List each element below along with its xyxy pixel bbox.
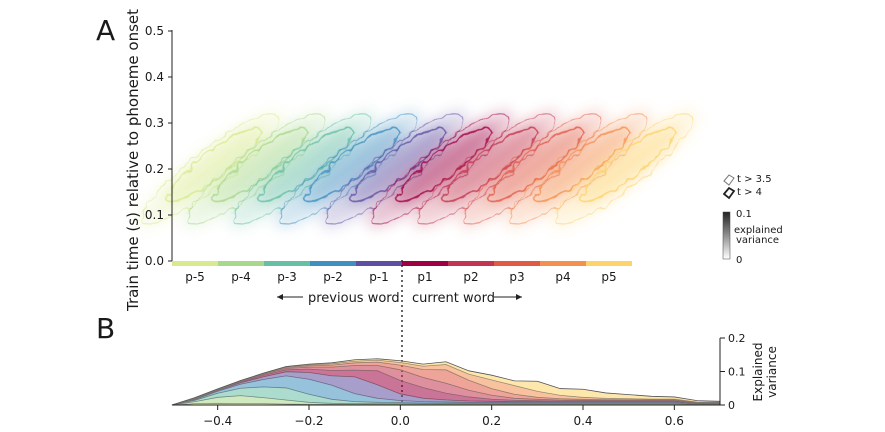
panel-a-y-tick-label: 0.1 xyxy=(145,208,164,222)
panel-b-y-tick-label: 0.2 xyxy=(728,332,746,345)
category-swatch-p4 xyxy=(540,261,586,266)
colorbar-gradient xyxy=(722,211,731,260)
panel-b-y-ticks: 0 0.1 0.2 xyxy=(720,332,746,412)
current-word-arrowhead xyxy=(516,294,522,300)
category-swatch-p5 xyxy=(586,261,632,266)
stacked-areas xyxy=(171,358,721,406)
band-core-p1 xyxy=(395,125,495,205)
panel-b-ylabel-1: Explained xyxy=(751,343,765,402)
heatmap-blobs xyxy=(136,110,698,228)
panel-a-label: A xyxy=(96,14,115,47)
band-core-p-4 xyxy=(211,125,311,205)
category-swatch-p1 xyxy=(402,261,448,266)
category-swatch-p-1 xyxy=(356,261,402,266)
area-p5 xyxy=(172,358,720,405)
area-p-3 xyxy=(172,386,720,405)
band-core-p-3 xyxy=(257,125,357,205)
category-swatch-p-3 xyxy=(264,261,310,266)
category-label-p1: p1 xyxy=(417,270,432,284)
legend-thick-swatch xyxy=(722,186,736,200)
heatmap-band-p5 xyxy=(550,110,698,228)
current-word-label: current word xyxy=(412,291,495,306)
panel-a-ylabel: Train time (s) relative to phoneme onset xyxy=(124,9,142,312)
band-core-p5 xyxy=(579,125,679,205)
panel-b: B −0.4 −0.2 0.0 0.2 0.4 0.6 0 0.1 0.2 Explained… xyxy=(96,312,779,428)
colorbar-label-1: explained xyxy=(734,225,783,236)
panel-b-ylabel-2: variance xyxy=(765,346,779,398)
category-label-p5: p5 xyxy=(601,270,616,284)
category-label-p-1: p-1 xyxy=(369,270,389,284)
heatmap-band-p-2 xyxy=(274,110,422,228)
panel-b-x-tick-label: −0.2 xyxy=(294,414,323,428)
legend-thin-label: t > 3.5 xyxy=(737,174,772,185)
category-bar: p-5 p-4 p-3 p-2 p-1 p1 p2 p3 p4 p5 xyxy=(172,261,632,284)
area-p4 xyxy=(172,360,720,405)
category-swatch-p-5 xyxy=(172,261,218,266)
panel-a-y-tick-label: 0.2 xyxy=(145,162,164,176)
panel-a: A 0.0 0.1 0.2 0.3 0.4 0.5 Train time (s) rela… xyxy=(96,9,783,405)
panel-b-x-tick-label: −0.4 xyxy=(203,414,232,428)
category-label-p-2: p-2 xyxy=(323,270,343,284)
panel-b-x-ticks: −0.4 −0.2 0.0 0.2 0.4 0.6 xyxy=(203,405,684,428)
panel-a-y-tick-label: 0.3 xyxy=(145,116,164,130)
band-core-p-1 xyxy=(349,125,449,205)
panel-a-y-tick-label: 0.5 xyxy=(145,24,164,38)
panel-b-y-tick-label: 0.1 xyxy=(728,366,746,379)
colorbar-label-2: variance xyxy=(736,235,779,246)
category-label-p-3: p-3 xyxy=(277,270,297,284)
area-p2 xyxy=(172,365,720,405)
band-core-p2 xyxy=(441,125,541,205)
band-core-p-2 xyxy=(303,125,403,205)
category-label-p4: p4 xyxy=(555,270,570,284)
legend-thin-swatch xyxy=(723,174,735,186)
category-swatch-p2 xyxy=(448,261,494,266)
category-label-p2: p2 xyxy=(463,270,478,284)
colorbar: 0.1 0 explained variance xyxy=(722,209,783,266)
band-core-p4 xyxy=(533,125,633,205)
area-p-2 xyxy=(172,375,720,405)
panel-b-x-tick-label: 0.4 xyxy=(573,414,592,428)
panel-a-y-tick-label: 0.0 xyxy=(145,254,164,268)
contour-legend: t > 3.5 t > 4 xyxy=(722,174,772,200)
panel-b-x-tick-label: 0.2 xyxy=(482,414,501,428)
previous-word-label: previous word xyxy=(308,291,400,306)
band-core-p3 xyxy=(487,125,587,205)
panel-b-x-tick-label: 0.6 xyxy=(665,414,684,428)
colorbar-min: 0 xyxy=(736,255,742,266)
area-p3 xyxy=(172,362,720,405)
panel-a-y-ticks: 0.0 0.1 0.2 0.3 0.4 0.5 xyxy=(145,24,172,268)
contour-thick-p5 xyxy=(580,126,676,203)
category-swatch-p-4 xyxy=(218,261,264,266)
category-label-p-4: p-4 xyxy=(231,270,251,284)
legend-thick-label: t > 4 xyxy=(737,187,762,198)
category-swatch-p3 xyxy=(494,261,540,266)
colorbar-max: 0.1 xyxy=(736,209,752,220)
heatmap-band-p4 xyxy=(504,110,652,228)
panel-b-y-tick-label: 0 xyxy=(728,399,735,412)
category-label-p3: p3 xyxy=(509,270,524,284)
panel-b-x-tick-label: 0.0 xyxy=(391,414,410,428)
area-line-p5 xyxy=(171,358,721,406)
panel-b-label: B xyxy=(96,312,115,345)
area-p1 xyxy=(172,369,720,405)
category-swatch-p-2 xyxy=(310,261,356,266)
category-label-p-5: p-5 xyxy=(185,270,205,284)
previous-word-arrowhead xyxy=(277,294,283,300)
band-core-p-5 xyxy=(165,125,265,205)
panel-a-y-tick-label: 0.4 xyxy=(145,70,164,84)
